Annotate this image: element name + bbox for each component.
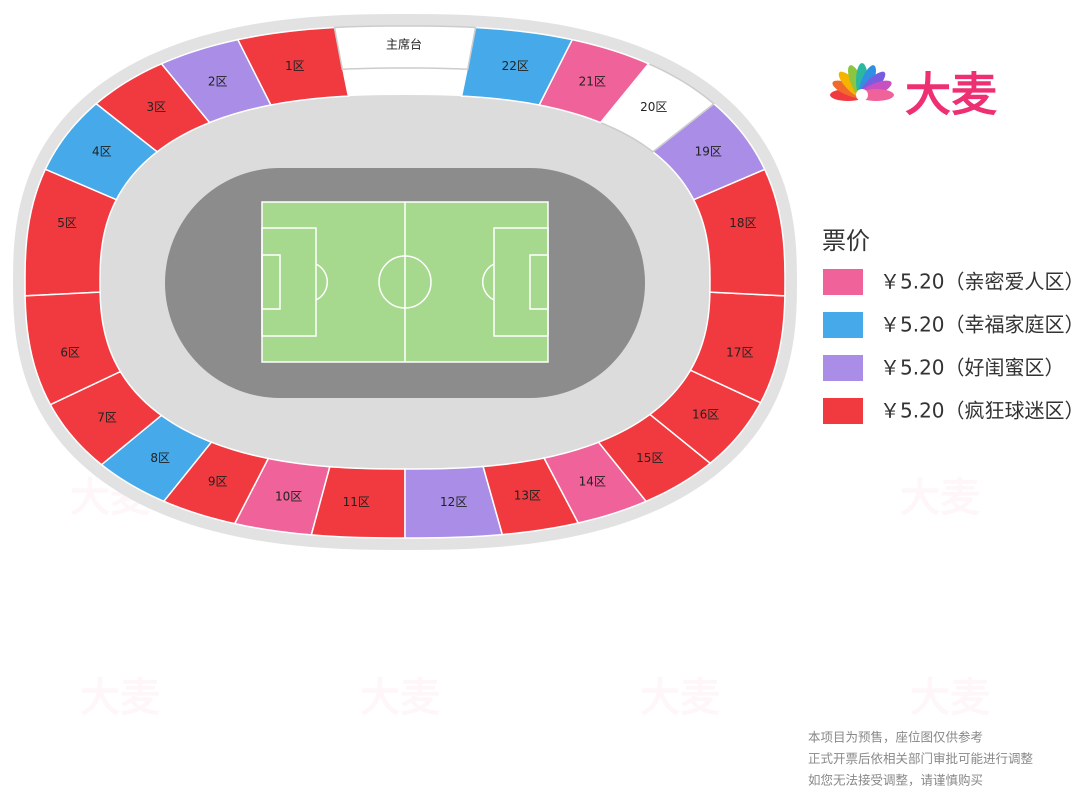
section-label: 3区 (146, 100, 166, 114)
watermark: 大麦 (910, 675, 990, 721)
section-label: 7区 (97, 410, 117, 424)
section-label: 19区 (695, 145, 722, 159)
section-label: 17区 (726, 346, 753, 360)
goal-box (261, 254, 281, 310)
section-label: 10区 (275, 489, 302, 503)
section-label: 1区 (285, 59, 305, 73)
section-label: 5区 (57, 216, 77, 230)
note: 正式开票后依相关部门审批可能进行调整 (808, 751, 1034, 766)
stadium: 1区 2区 3区 4区 5区 6区 7区 8区 9区 10区 11区 12区 13区 14区 15区 16区 1… (13, 14, 797, 550)
section-label: 13区 (514, 489, 541, 503)
section-label: 9区 (208, 475, 228, 489)
section-label: 22区 (502, 59, 529, 73)
legend-label: ￥5.20（好闺蜜区） (880, 356, 1065, 380)
legend-swatch (823, 269, 863, 295)
note: 如您无法接受调整，请谨慎购买 (808, 773, 983, 788)
section-label: 8区 (150, 451, 170, 465)
legend-label: ￥5.20（幸福家庭区） (880, 313, 1080, 337)
logo-flower (830, 63, 894, 101)
legend-swatch (823, 398, 863, 424)
legend: ￥5.20（亲密爱人区） ￥5.20（幸福家庭区） ￥5.20（好闺蜜区） ￥5.20… (823, 269, 1080, 424)
watermark: 大麦 (80, 675, 160, 721)
goal-box (529, 254, 549, 310)
logo: 大麦 (830, 63, 997, 122)
section-label: 20区 (640, 100, 667, 114)
section-label: 15区 (636, 451, 663, 465)
penalty-arc (315, 263, 328, 301)
logo-text: 大麦 (905, 68, 997, 122)
watermark: 大麦 (640, 675, 720, 721)
penalty-arc (482, 263, 495, 301)
legend-title: 票价 (822, 227, 870, 255)
section-label: 21区 (579, 74, 606, 88)
legend-label: ￥5.20（疯狂球迷区） (880, 399, 1080, 423)
legend-swatch (823, 312, 863, 338)
watermark: 大麦 (900, 475, 980, 521)
section-label: 2区 (208, 74, 228, 88)
section-label: 6区 (60, 346, 80, 360)
section-label: 12区 (440, 495, 467, 509)
watermark: 大麦 (360, 675, 440, 721)
section-label: 16区 (692, 407, 719, 421)
section-label: 18区 (729, 216, 756, 230)
section-label: 4区 (92, 145, 112, 159)
seat-section[interactable] (460, 26, 574, 106)
section-label: 14区 (579, 475, 606, 489)
section-label: 11区 (343, 495, 370, 509)
legend-label: ￥5.20（亲密爱人区） (880, 270, 1080, 294)
notes: 本项目为预售，座位图仅供参考正式开票后依相关部门审批可能进行调整如您无法接受调整… (808, 730, 1034, 788)
legend-swatch (823, 355, 863, 381)
note: 本项目为预售，座位图仅供参考 (808, 730, 983, 745)
center-circle (378, 255, 432, 309)
stage (333, 25, 477, 71)
stage-label: 主席台 (386, 37, 422, 52)
